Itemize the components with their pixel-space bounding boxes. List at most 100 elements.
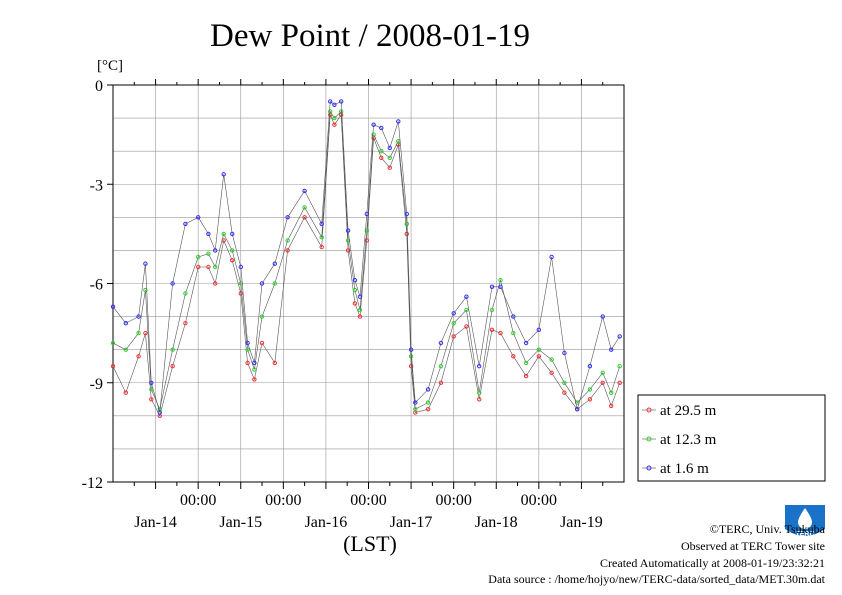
data-point [562,390,567,395]
data-point [170,364,175,369]
data-point [319,235,324,240]
data-point [357,307,363,313]
y-axis-unit: [°C] [97,58,123,74]
data-point [157,410,163,415]
data-point [438,380,444,385]
data-point [170,281,175,286]
observed-text: Observed at TERC Tower site [680,539,825,553]
data-point [245,347,250,352]
data-point [387,145,392,151]
data-point [523,373,529,379]
data-point [252,377,257,382]
data-point [575,407,580,412]
data-point [617,334,622,339]
data-point [339,99,344,104]
data-point [408,354,414,359]
data-point [379,125,384,131]
data-point [259,340,265,346]
data-point [123,347,129,352]
data-point [110,304,116,309]
data-point [272,261,277,266]
x-day-label: Jan-19 [560,514,603,531]
data-point [413,400,418,405]
data-point [352,301,358,306]
data-point [404,211,409,217]
data-point [123,390,129,395]
data-point [213,281,218,286]
data-point [600,314,605,319]
data-point [451,334,456,339]
data-point [438,340,444,346]
legend: at 29.5 m at 12.3 m at 1.6 m [637,394,826,482]
data-point [408,347,414,352]
x-time-label: 00:00 [435,492,471,509]
source-text: Data source : /home/hojyo/new/TERC-data/… [488,572,825,586]
x-day-label: Jan-18 [475,514,518,531]
data-point [511,354,516,359]
data-point [136,330,141,336]
series-group [110,99,622,415]
data-point [477,364,482,369]
data-point [143,287,148,293]
data-point [425,387,431,392]
data-point [587,387,593,392]
data-point [536,327,541,332]
data-point [136,314,141,319]
data-point [425,407,431,412]
data-point [364,238,369,243]
data-point [425,400,431,405]
data-point [600,380,605,385]
series-group [110,112,622,418]
data-point [213,264,218,270]
data-point [149,380,154,385]
data-point [183,321,188,326]
data-point [319,221,324,227]
data-point [609,403,614,409]
data-point [617,364,622,369]
data-point [352,287,358,293]
data-point [511,314,516,319]
data-point [136,354,141,359]
chart-title: Dew Point / 2008-01-19 [210,18,530,54]
data-point [332,115,337,121]
y-tick-label: 0 [95,78,103,95]
y-tick-label: -9 [90,376,103,393]
data-point [302,205,307,210]
data-point [562,350,567,356]
data-point [600,370,605,375]
series-line [112,100,620,413]
data-point [206,251,211,256]
data-point [371,122,376,127]
data-point [332,102,337,108]
data-point [498,330,503,336]
data-point [196,254,201,260]
data-point [230,248,235,253]
data-point [230,231,235,237]
data-point [319,244,324,250]
data-point [464,294,469,299]
data-point [438,364,444,369]
series-group [110,109,622,412]
data-point [196,215,201,220]
legend-marker [646,436,652,442]
terc-logo: TERC [785,505,825,538]
x-day-label: Jan-15 [219,514,262,531]
data-point [536,354,541,359]
data-point [523,340,529,346]
data-point [110,364,116,369]
x-day-label: Jan-17 [390,514,433,531]
data-point [328,109,333,114]
data-point [396,119,401,124]
data-point [464,307,469,313]
y-tick-label: -3 [90,177,103,194]
data-point [302,215,307,220]
data-point [357,294,363,299]
data-point [413,407,418,412]
series-line [112,113,620,417]
data-point [477,390,482,395]
series-line [112,110,620,411]
data-point [477,397,482,402]
data-point [387,165,392,170]
x-time-label: 00:00 [350,492,386,509]
data-point [238,291,244,296]
